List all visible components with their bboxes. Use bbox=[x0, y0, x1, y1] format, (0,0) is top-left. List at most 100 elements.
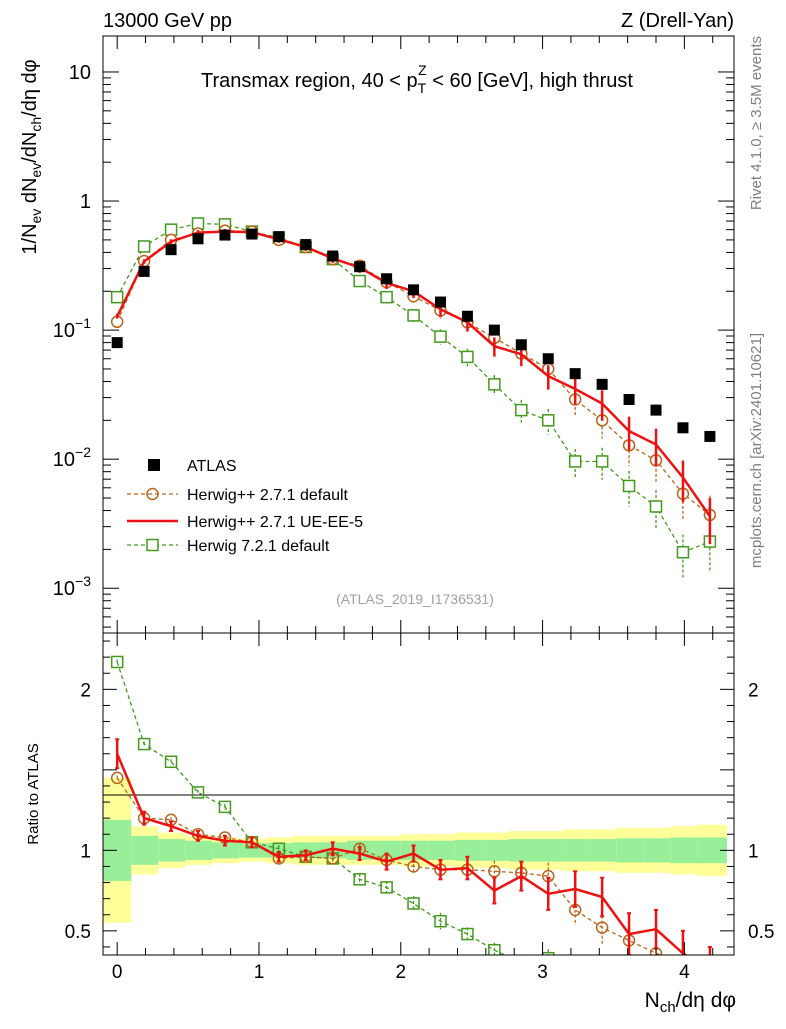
ratio-ylabel: Ratio to ATLAS bbox=[25, 743, 42, 844]
atlas-point bbox=[569, 368, 581, 380]
atlas-point bbox=[273, 231, 285, 243]
y-tick-label-right: 2 bbox=[748, 680, 759, 701]
ratio-line bbox=[116, 753, 688, 955]
mc-point bbox=[622, 479, 636, 493]
band-inner bbox=[589, 839, 617, 862]
atlas-point bbox=[650, 404, 662, 416]
atlas-point bbox=[461, 310, 473, 322]
band-inner bbox=[670, 837, 698, 864]
atlas-point bbox=[596, 378, 608, 390]
band-inner bbox=[562, 839, 590, 862]
ratio-point bbox=[164, 755, 178, 769]
x-tick-label: 0 bbox=[112, 962, 123, 983]
y-tick-label: 0.5 bbox=[65, 922, 91, 943]
ratio-plot-frame bbox=[102, 632, 735, 956]
main-plot: 10 1 10−1 10−2 10−3 bbox=[53, 35, 735, 634]
plot-title-post: < 60 [GeV], high thrust bbox=[427, 70, 634, 92]
x-tick-label: 2 bbox=[395, 962, 406, 983]
mc-point bbox=[407, 309, 420, 322]
atlas-point bbox=[704, 430, 716, 442]
atlas-point bbox=[246, 228, 258, 240]
x-axis-label-main: N bbox=[645, 989, 660, 1012]
mc-point bbox=[541, 414, 555, 427]
band-inner bbox=[185, 840, 213, 861]
ratio-point bbox=[461, 927, 474, 941]
legend-label-hpp-ueee5: Herwig++ 2.7.1 UE-EE-5 bbox=[187, 514, 363, 531]
x-axis-label-sub: ch bbox=[660, 999, 676, 1016]
x-tick-label: 4 bbox=[679, 962, 690, 983]
y-tick-label: 10−2 bbox=[53, 444, 91, 471]
y-tick-label: 10−1 bbox=[53, 315, 91, 342]
plot-title-sup: Z bbox=[418, 62, 427, 78]
band-inner bbox=[454, 839, 482, 861]
ratio-point bbox=[137, 737, 151, 751]
y-tick-label: 1 bbox=[80, 841, 91, 862]
atlas-point bbox=[165, 244, 177, 256]
atlas-point bbox=[408, 284, 420, 296]
y-tick-label: 2 bbox=[80, 680, 91, 701]
ratio-point bbox=[110, 655, 124, 669]
band-inner bbox=[373, 840, 401, 861]
atlas-point bbox=[677, 422, 689, 434]
band-inner bbox=[508, 839, 536, 862]
mc-point bbox=[595, 455, 609, 468]
mc-point bbox=[649, 500, 663, 513]
atlas-point bbox=[300, 239, 312, 251]
x-axis-label-rest: /dη dφ bbox=[676, 989, 736, 1012]
main-ticks-layer: 10 1 10−1 10−2 10−3 bbox=[53, 36, 734, 633]
atlas-point bbox=[434, 296, 446, 308]
ratio-point bbox=[380, 881, 393, 894]
header-left: 13000 GeV pp bbox=[103, 10, 232, 32]
ratio-point bbox=[218, 800, 232, 814]
y-tick-label: 1 bbox=[80, 191, 91, 213]
ratio-point bbox=[407, 897, 420, 910]
mc-point bbox=[676, 546, 690, 559]
mcplots-label: mcplots.cern.ch [arXiv:2401.10621] bbox=[748, 333, 765, 568]
y-tick-label-right: 1 bbox=[748, 841, 759, 862]
atlas-point bbox=[138, 265, 150, 277]
ratio-plot: 0 1 2 3 4 2 2 1 1 0.5 0.5 bbox=[65, 632, 774, 983]
header-right: Z (Drell-Yan) bbox=[621, 10, 734, 32]
ratio-point bbox=[110, 771, 124, 785]
x-tick-label: 1 bbox=[254, 962, 265, 983]
ratio-series-layer bbox=[110, 655, 712, 955]
band-inner bbox=[643, 838, 671, 863]
ratio-point bbox=[488, 943, 501, 955]
legend-label-h7-default: Herwig 7.2.1 default bbox=[187, 538, 330, 555]
y-tick-label-right: 0.5 bbox=[748, 922, 774, 943]
mc-point bbox=[515, 403, 528, 417]
atlas-point bbox=[623, 393, 635, 405]
legend-marker-atlas bbox=[148, 459, 160, 471]
x-axis-label: Nch/dη dφ bbox=[645, 989, 736, 1016]
band-inner bbox=[535, 839, 563, 862]
mc-point bbox=[488, 378, 501, 391]
ratio-point bbox=[541, 951, 555, 955]
ratio-point bbox=[353, 873, 366, 886]
mc-point bbox=[568, 455, 582, 468]
main-series-layer bbox=[110, 217, 717, 579]
legend: ATLAS Herwig++ 2.7.1 default Herwig++ 2.… bbox=[127, 458, 363, 555]
band-inner bbox=[427, 840, 455, 861]
series-line bbox=[116, 222, 711, 554]
ratio-ticks-layer: 0 1 2 3 4 2 2 1 1 0.5 0.5 bbox=[65, 633, 774, 983]
mc-point bbox=[164, 223, 178, 236]
band-inner bbox=[481, 839, 509, 861]
atlas-point bbox=[111, 337, 123, 349]
analysis-id: (ATLAS_2019_I1736531) bbox=[336, 591, 494, 607]
plot-title: Transmax region, 40 < pTZ < 60 [GeV], hi… bbox=[201, 62, 633, 96]
legend-marker-h7-default bbox=[146, 538, 159, 552]
plot-title-pre: Transmax region, 40 < p bbox=[201, 70, 418, 92]
mc-point bbox=[380, 290, 393, 304]
atlas-point bbox=[515, 339, 527, 351]
rivet-label: Rivet 4.1.0, ≥ 3.5M events bbox=[748, 36, 765, 210]
ratio-point bbox=[595, 921, 609, 934]
atlas-point bbox=[488, 324, 500, 336]
legend-label-hpp-default: Herwig++ 2.7.1 default bbox=[187, 487, 349, 504]
ratio-point bbox=[191, 786, 205, 799]
atlas-point bbox=[354, 261, 366, 273]
band-inner bbox=[131, 835, 159, 865]
band-inner bbox=[212, 842, 240, 859]
atlas-point bbox=[219, 229, 231, 241]
atlas-point bbox=[381, 273, 393, 285]
